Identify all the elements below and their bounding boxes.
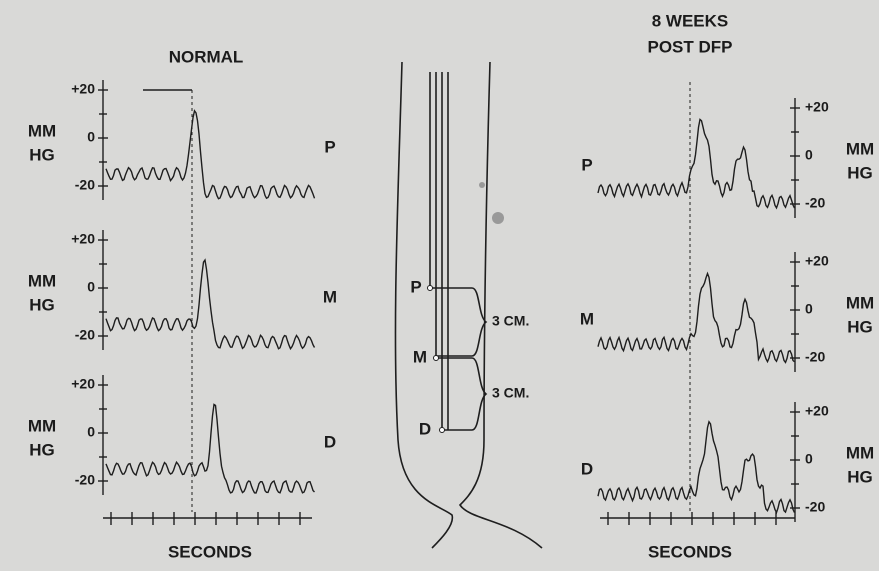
tick-label: 0	[805, 451, 813, 467]
tick-label: -20	[805, 499, 825, 515]
panel-title: 8 WEEKS	[652, 11, 729, 30]
spot	[492, 212, 504, 224]
tick-label: 0	[87, 279, 95, 295]
panel-title: POST DFP	[647, 37, 732, 56]
tick-label: -20	[75, 177, 95, 193]
tick-label: -20	[75, 472, 95, 488]
unit-label: MM	[28, 121, 56, 140]
tick-label: +20	[71, 376, 95, 392]
unit-label: HG	[847, 467, 873, 486]
tick-label: -20	[805, 349, 825, 365]
tick-label: -20	[75, 327, 95, 343]
panel-title: NORMAL	[169, 47, 244, 66]
spacing-label: 3 CM.	[492, 313, 529, 329]
page: NORMALSECONDS+200-20MMHGP+200-20MMHGM+20…	[0, 0, 879, 571]
trace-label: M	[580, 309, 594, 328]
spot	[479, 182, 485, 188]
tick-label: +20	[71, 231, 95, 247]
point-marker	[428, 286, 433, 291]
tick-label: +20	[805, 99, 829, 115]
trace-label: P	[581, 155, 592, 174]
trace-label: D	[324, 432, 336, 451]
background	[0, 0, 879, 571]
point-label: M	[413, 347, 427, 366]
unit-label: MM	[846, 293, 874, 312]
spacing-label: 3 CM.	[492, 385, 529, 401]
figure: NORMALSECONDS+200-20MMHGP+200-20MMHGM+20…	[0, 0, 879, 571]
unit-label: MM	[28, 416, 56, 435]
point-label: D	[419, 419, 431, 438]
tick-label: 0	[87, 424, 95, 440]
tick-label: -20	[805, 195, 825, 211]
unit-label: HG	[29, 440, 55, 459]
unit-label: HG	[29, 145, 55, 164]
trace-label: M	[323, 287, 337, 306]
unit-label: HG	[847, 317, 873, 336]
point-label: P	[410, 277, 421, 296]
tick-label: 0	[805, 147, 813, 163]
unit-label: MM	[846, 443, 874, 462]
unit-label: HG	[847, 163, 873, 182]
tick-label: +20	[805, 403, 829, 419]
point-marker	[440, 428, 445, 433]
unit-label: MM	[846, 139, 874, 158]
axis-label: SECONDS	[168, 542, 252, 561]
trace-label: P	[324, 137, 335, 156]
tick-label: +20	[71, 81, 95, 97]
tick-label: +20	[805, 253, 829, 269]
axis-label: SECONDS	[648, 542, 732, 561]
point-marker	[434, 356, 439, 361]
tick-label: 0	[87, 129, 95, 145]
tick-label: 0	[805, 301, 813, 317]
unit-label: MM	[28, 271, 56, 290]
unit-label: HG	[29, 295, 55, 314]
trace-label: D	[581, 459, 593, 478]
